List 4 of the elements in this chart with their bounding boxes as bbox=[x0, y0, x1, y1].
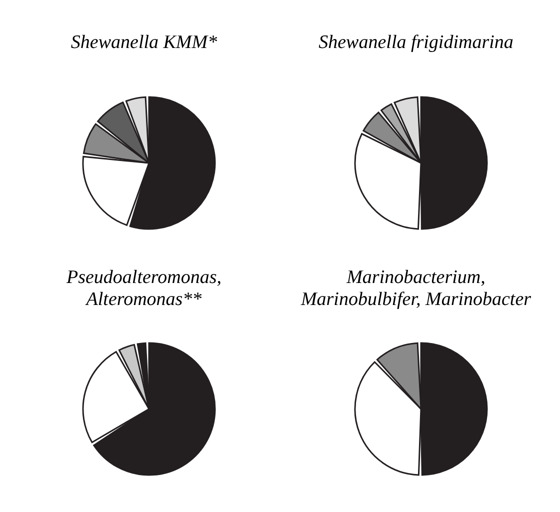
chart-title: Shewanella KMM* bbox=[70, 31, 218, 55]
chart-title: Marinobacterium, Marinobulbifer, Marinobacter bbox=[300, 266, 532, 312]
chart-title: Pseudoalteromonas, Alteromonas** bbox=[66, 266, 222, 312]
chart-title: Shewanella frigidimarina bbox=[318, 31, 514, 55]
